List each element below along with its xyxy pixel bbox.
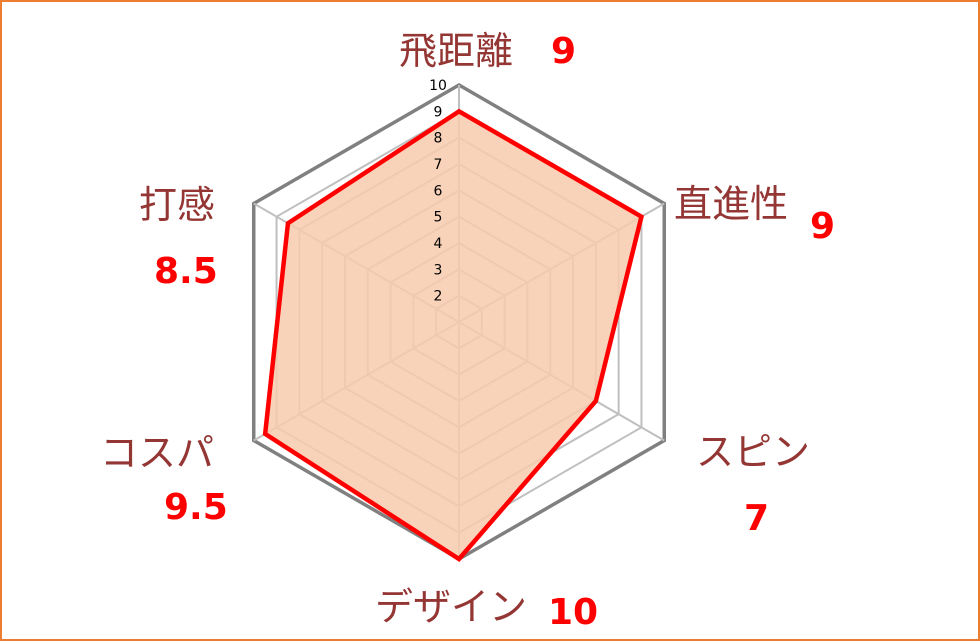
category-label-distance: 飛距離 [399, 29, 513, 73]
category-label-spin: スピン [696, 430, 810, 474]
value-label-distance: 9 [551, 31, 576, 72]
tick-label-9: 9 [434, 104, 443, 120]
tick-label-8: 8 [434, 131, 443, 147]
value-label-cost-performance: 9.5 [164, 487, 228, 528]
tick-label-7: 7 [434, 157, 443, 173]
category-label-straightness: 直進性 [674, 182, 788, 226]
tick-label-4: 4 [434, 236, 443, 252]
tick-label-6: 6 [434, 183, 443, 199]
category-label-feel: 打感 [139, 183, 215, 227]
tick-label-3: 3 [434, 262, 443, 278]
value-label-design: 10 [548, 592, 598, 633]
radar-series [265, 111, 641, 559]
category-label-design: デザイン [375, 585, 527, 629]
tick-label-5: 5 [434, 210, 443, 226]
value-label-spin: 7 [744, 498, 769, 539]
value-label-straightness: 9 [810, 206, 835, 247]
category-label-cost-performance: コスパ [100, 431, 214, 475]
tick-label-2: 2 [434, 289, 443, 305]
tick-label-10: 10 [429, 78, 447, 94]
series-polygon [265, 111, 641, 559]
value-label-feel: 8.5 [154, 251, 218, 292]
